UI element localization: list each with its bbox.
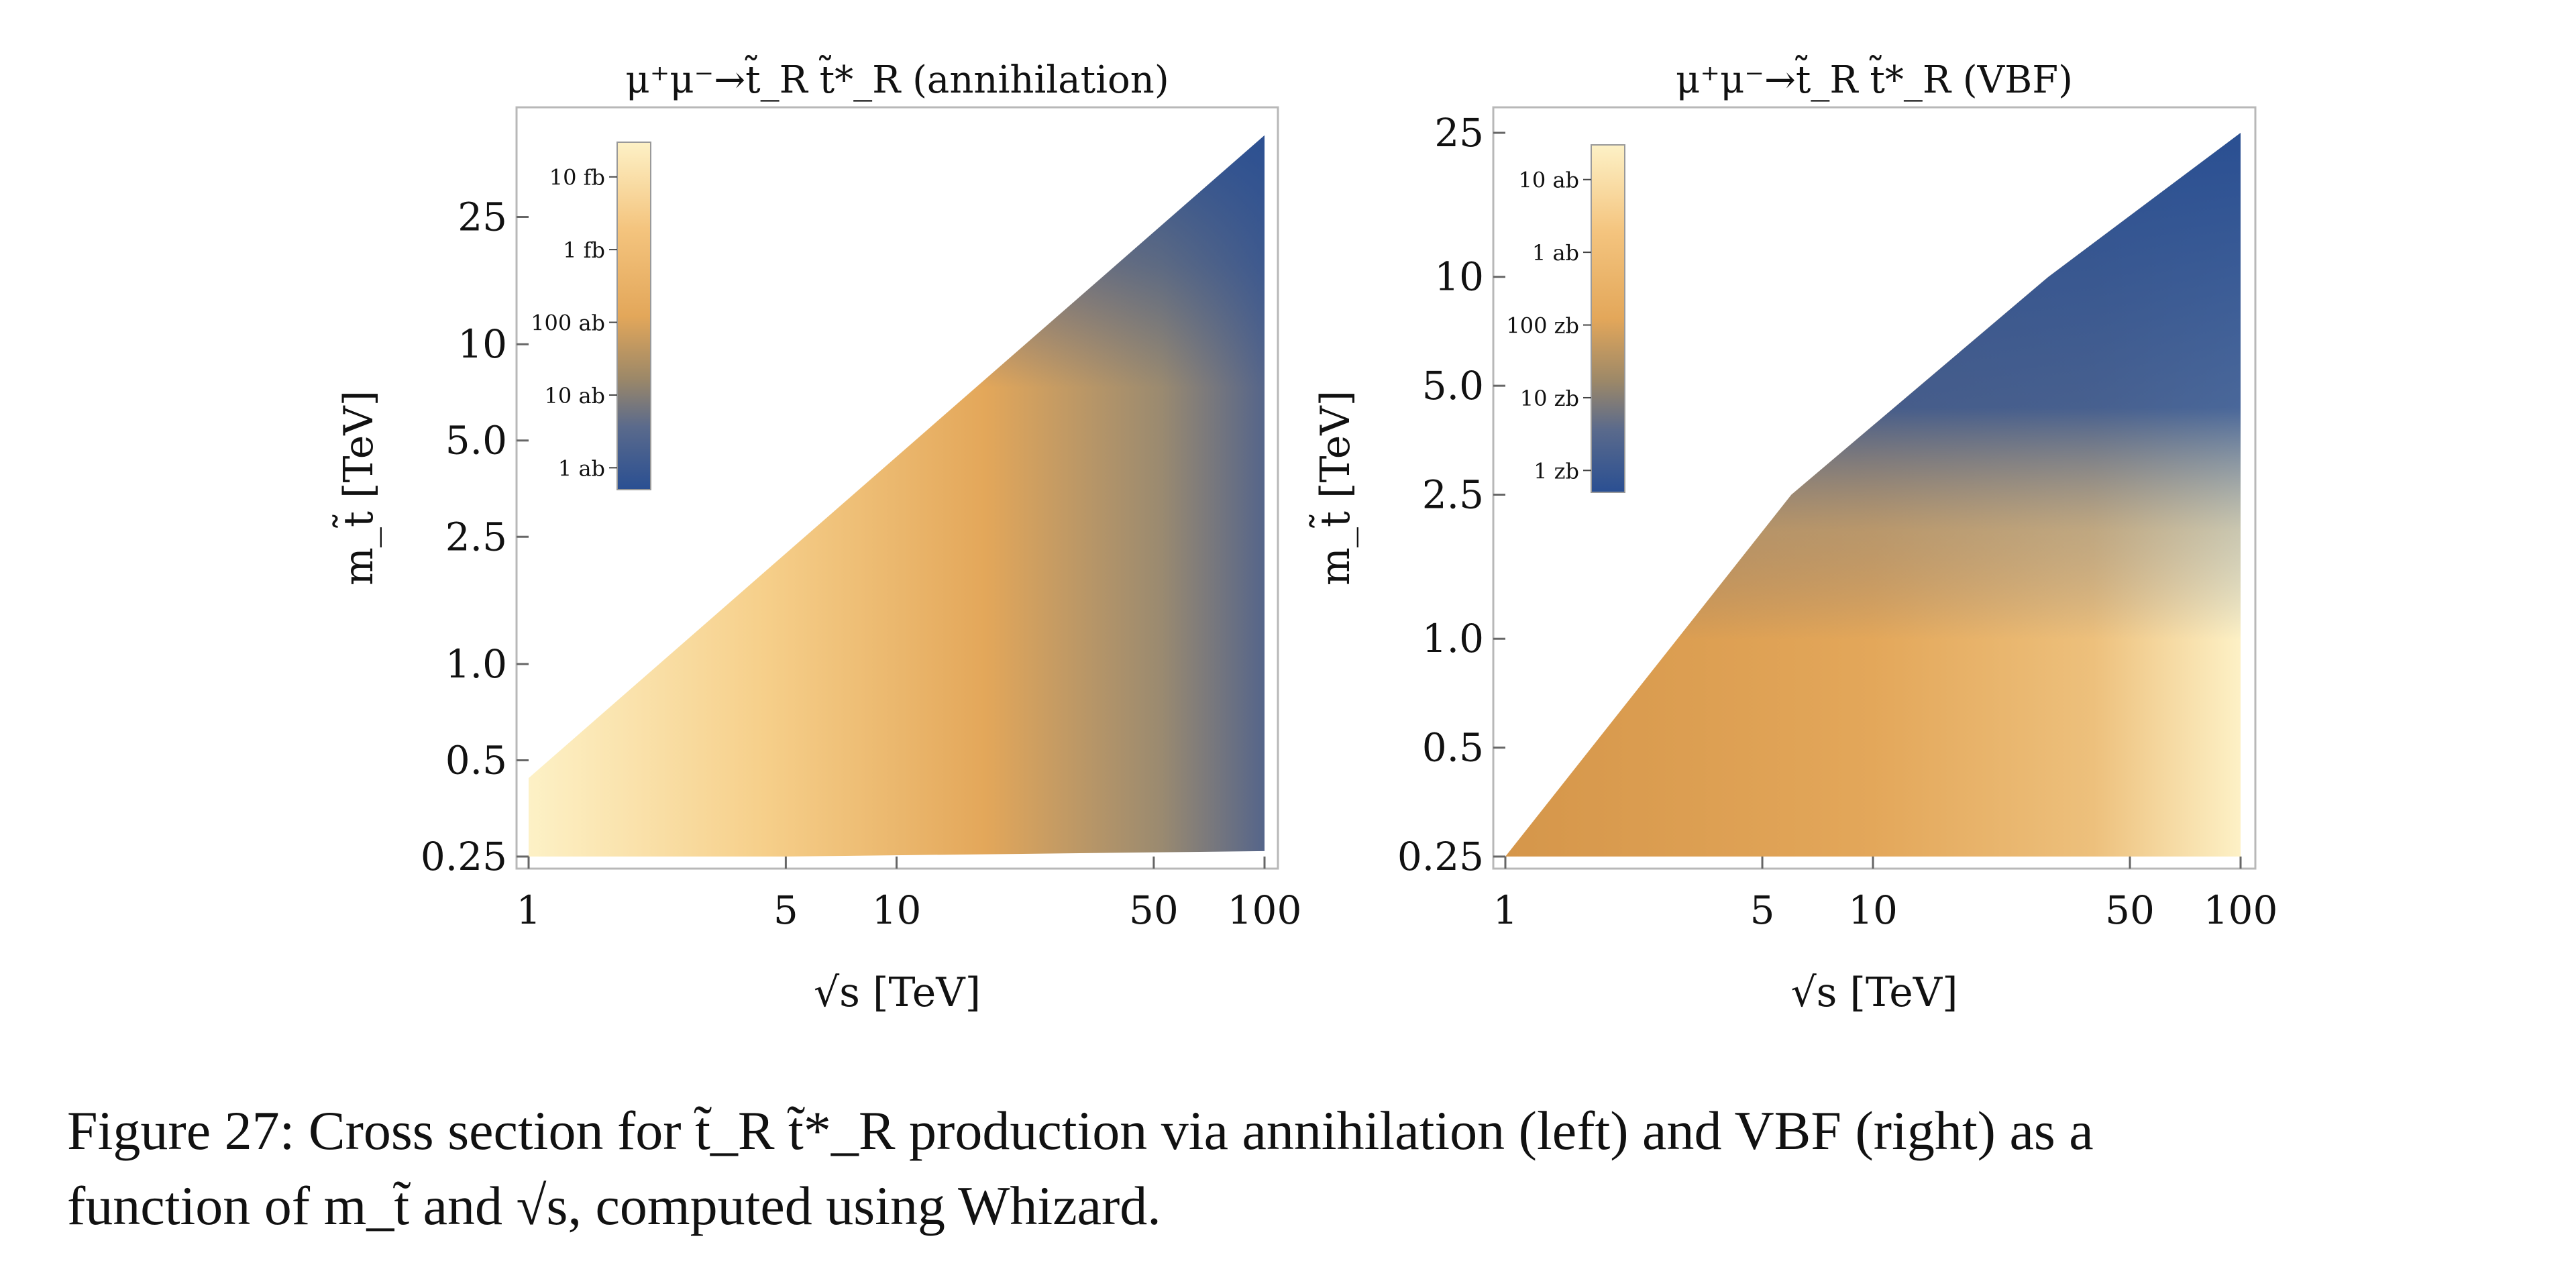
colorbar-tick-label: 10 fb: [549, 165, 605, 190]
chart-vbf: 1 5 10 50 100 0.25 0.5 1.0 2.5 5.0 10 25 μ⁺μ⁻→t̃_R t…: [1309, 55, 2277, 1016]
y-tick-label: 1.0: [1422, 616, 1484, 661]
y-tick-label: 5.0: [445, 418, 507, 463]
y-tick-label: 2.5: [1422, 472, 1484, 518]
caption-line-1: Figure 27: Cross section for t̃_R t̃*_R …: [67, 1100, 2094, 1161]
x-tick-label: 5: [773, 887, 798, 933]
y-tick-label: 5.0: [1422, 363, 1484, 408]
y-tick-label: 0.25: [421, 834, 507, 879]
x-tick-label: 1: [1493, 887, 1518, 933]
colorbar-tick-label: 1 fb: [563, 237, 605, 263]
x-tick-label: 5: [1750, 887, 1775, 933]
colorbar-tick-label: 1 ab: [558, 455, 605, 481]
colorbar-tick-label: 100 ab: [531, 311, 605, 336]
x-tick-label: 1: [517, 887, 541, 933]
y-tick-label: 25: [1434, 110, 1484, 156]
chart-title: μ⁺μ⁻→t̃_R t̃*_R (annihilation): [625, 55, 1169, 102]
x-tick-label: 10: [1848, 887, 1898, 933]
colorbar: [616, 142, 651, 490]
colorbar-tick-label: 1 zb: [1534, 458, 1579, 484]
colorbar: [1591, 144, 1625, 493]
colorbar-tick-label: 10 ab: [545, 383, 605, 408]
plot-frame: [1492, 106, 2257, 870]
x-axis-label: √s [TeV]: [1790, 969, 1957, 1016]
x-tick-label: 50: [2105, 887, 2155, 933]
figure-caption: Figure 27: Cross section for t̃_R t̃*_R …: [67, 1093, 2549, 1244]
colorbar-tick-label: 10 ab: [1519, 168, 1579, 193]
colorbar-tick-label: 100 zb: [1506, 313, 1579, 339]
x-tick-label: 100: [1228, 887, 1302, 933]
y-axis-label: m_t̃ [TeV]: [1309, 390, 1359, 586]
y-tick-label: 25: [458, 195, 507, 240]
chart-title: μ⁺μ⁻→t̃_R t̃*_R (VBF): [1676, 55, 2073, 102]
y-tick-label: 0.25: [1397, 834, 1484, 879]
y-tick-label: 2.5: [445, 514, 507, 559]
x-tick-label: 100: [2204, 887, 2278, 933]
y-tick-label: 10: [1434, 254, 1484, 300]
y-tick-label: 0.5: [445, 737, 507, 783]
chart-annihilation: 1 5 10 50 100 0.25 0.5 1.0 2.5 5.0 10 25 μ⁺μ⁻→t̃_R t…: [333, 55, 1301, 1016]
colorbar-tick-label: 1 ab: [1532, 240, 1579, 266]
y-axis-label: m_t̃ [TeV]: [333, 390, 382, 586]
y-tick-label: 10: [458, 321, 507, 367]
colorbar-tick-label: 10 zb: [1520, 386, 1579, 411]
y-tick-label: 0.5: [1422, 725, 1484, 771]
y-tick-label: 1.0: [445, 641, 507, 687]
x-tick-label: 10: [872, 887, 922, 933]
caption-line-2: function of m_t̃ and √s, computed using …: [67, 1175, 1161, 1236]
x-tick-label: 50: [1129, 887, 1179, 933]
x-axis-label: √s [TeV]: [814, 969, 981, 1016]
